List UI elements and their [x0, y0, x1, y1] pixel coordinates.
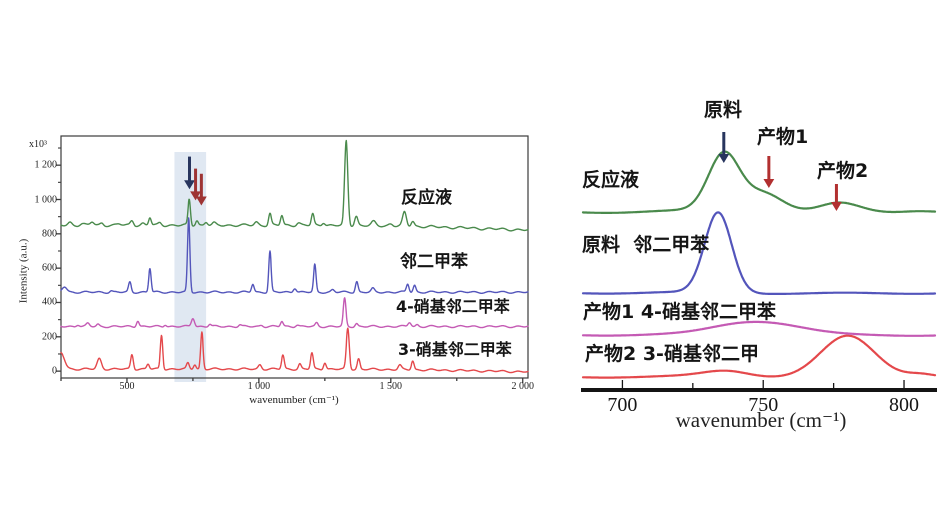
y-tick-label: 200: [42, 331, 57, 343]
right-peak-label-raw-material: 原料: [703, 99, 743, 121]
y-tick-label: 600: [42, 262, 57, 274]
plot-frame: [60, 135, 529, 379]
spectrum-trace-right-3: [581, 334, 937, 379]
y-tick-label: 800: [42, 228, 57, 240]
spectrum-trace-right-2: [581, 320, 937, 337]
left-y-axis-label: Intensity (a.u.): [17, 238, 30, 304]
x-tick-label: 700: [607, 394, 638, 416]
x-tick-label: 1 500: [379, 381, 403, 392]
peak-arrow-left-2: [195, 196, 207, 206]
peak-arrow-right-2: [831, 202, 842, 211]
spectrum-trace-left-1: [60, 217, 529, 294]
right-label-product1-4-nitro: 产物1 4-硝基邻二甲苯: [583, 301, 776, 323]
peak-arrow-right-0: [718, 154, 730, 163]
right-peak-label-product2: 产物2: [817, 160, 869, 182]
spectrum-trace-left-2: [60, 297, 529, 329]
right-label-product2-3-nitro: 产物2 3-硝基邻二甲: [585, 343, 759, 365]
right-label-raw-o-xylene: 原料 邻二甲苯: [582, 234, 710, 256]
right-x-axis-label: wavenumber (cm⁻¹): [675, 408, 847, 432]
spectrum-trace-right-0: [581, 150, 937, 214]
spectrum-trace-left-0: [60, 139, 529, 232]
x-tick-label: 1 000: [247, 381, 271, 392]
left-label-reaction-liquid: 反应液: [401, 188, 452, 208]
left-label-4-nitro-o-xylene: 4-硝基邻二甲苯: [396, 297, 510, 316]
right-label-reaction-liquid: 反应液: [582, 169, 640, 191]
x-tick-label: 500: [119, 381, 135, 392]
peak-arrow-left-1: [190, 191, 201, 201]
peak-arrow-right-1: [763, 179, 775, 188]
y-tick-label: 1 000: [34, 194, 58, 205]
y-tick-label: 1 200: [34, 159, 58, 171]
x-tick-label: 800: [889, 394, 920, 416]
right-peak-label-product1: 产物1: [757, 126, 809, 148]
x-tick-label: 750: [748, 394, 779, 416]
left-y-scale-label: x10³: [29, 139, 47, 150]
spectrum-trace-right-1: [581, 211, 937, 295]
left-label-o-xylene: 邻二甲苯: [400, 252, 468, 272]
peak-arrow-left-0: [184, 180, 195, 190]
spectrum-trace-left-3: [60, 327, 529, 374]
left-x-axis-label: wavenumber (cm⁻¹): [249, 394, 339, 406]
left-label-3-nitro-o-xylene: 3-硝基邻二甲苯: [398, 340, 512, 359]
x-tick-label: 2 000: [511, 381, 534, 392]
y-tick-label: 400: [42, 296, 57, 308]
y-tick-label: 0: [52, 365, 57, 377]
